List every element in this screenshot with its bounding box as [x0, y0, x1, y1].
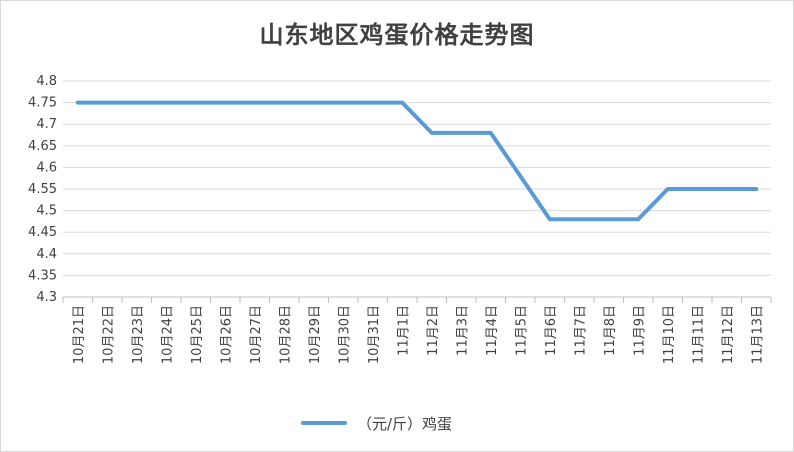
x-tick-label: 11月9日 — [632, 305, 647, 356]
x-tick-label: 11月11日 — [691, 305, 706, 364]
x-tick-label: 10月23日 — [131, 305, 146, 364]
x-tick-label: 10月21日 — [72, 305, 87, 364]
x-tick-label: 11月7日 — [573, 305, 588, 356]
x-tick-label: 10月28日 — [278, 305, 293, 364]
y-tick-label: 4.5 — [36, 204, 57, 219]
legend-line-swatch — [301, 421, 347, 425]
series-line — [75, 100, 759, 222]
y-tick-label: 4.3 — [36, 290, 57, 305]
x-tick-label: 11月13日 — [750, 305, 765, 364]
x-tick-label: 11月6日 — [544, 305, 559, 356]
x-tick-label: 10月26日 — [219, 305, 234, 364]
x-tick-label: 11月8日 — [603, 305, 618, 356]
x-tick-label: 11月5日 — [514, 305, 529, 356]
legend-label: （元/斤）鸡蛋 — [357, 414, 453, 433]
x-tick-label: 10月30日 — [337, 305, 352, 364]
x-tick-label: 10月29日 — [308, 305, 323, 364]
y-tick-label: 4.65 — [28, 139, 57, 154]
y-tick-label: 4.8 — [36, 74, 57, 89]
y-tick-label: 4.4 — [36, 247, 57, 262]
chart-title: 山东地区鸡蛋价格走势图 — [259, 20, 535, 49]
y-tick-label: 4.6 — [36, 160, 57, 175]
y-tick-label: 4.55 — [28, 182, 57, 197]
x-tick-label: 11月10日 — [662, 305, 677, 364]
y-tick-label: 4.75 — [28, 96, 57, 111]
x-tick-label: 10月24日 — [160, 305, 175, 364]
y-tick-label: 4.35 — [28, 268, 57, 283]
x-tick-label: 10月27日 — [249, 305, 264, 364]
x-tick-label: 10月22日 — [101, 305, 116, 364]
legend: （元/斤）鸡蛋 — [301, 411, 452, 435]
x-tick-label: 11月3日 — [455, 305, 470, 356]
x-tick-label: 11月12日 — [721, 305, 736, 364]
y-tick-label: 4.45 — [28, 225, 57, 240]
x-tick-label: 11月2日 — [426, 305, 441, 356]
x-tick-label: 11月1日 — [396, 305, 411, 356]
x-tick-label: 10月31日 — [367, 305, 382, 364]
x-tick-label: 10月25日 — [190, 305, 205, 364]
y-tick-label: 4.7 — [36, 117, 57, 132]
x-tick-label: 11月4日 — [485, 305, 500, 356]
